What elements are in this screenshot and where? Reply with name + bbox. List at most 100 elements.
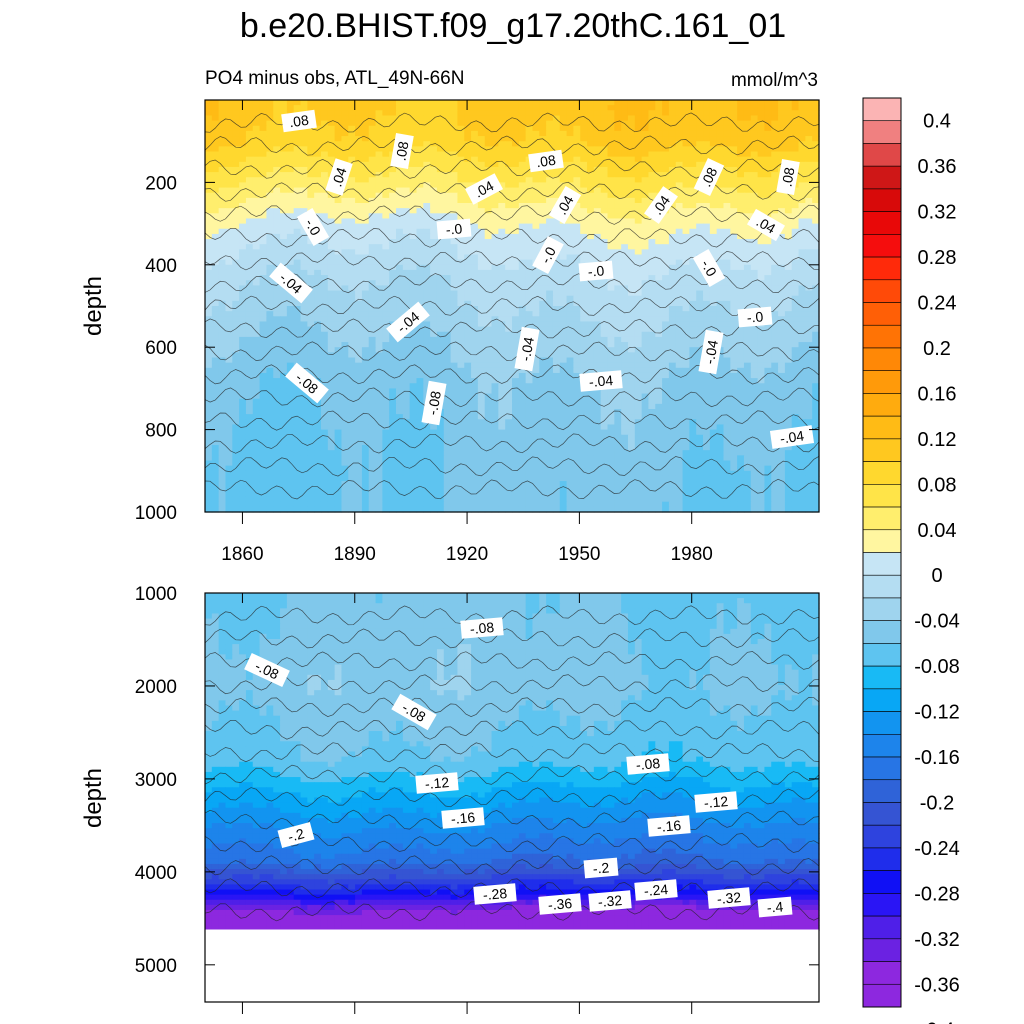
contour-cell [791, 110, 800, 117]
contour-cell [778, 367, 786, 374]
contour-cell [634, 336, 643, 343]
contour-cell [239, 259, 247, 266]
contour-cell [484, 136, 493, 142]
contour-cell [471, 141, 479, 147]
contour-cell [689, 233, 697, 240]
contour-cell [443, 383, 452, 389]
contour-cell [546, 233, 554, 240]
contour-cell [798, 249, 806, 256]
contour-cell [361, 383, 370, 389]
contour-cell [682, 372, 690, 379]
contour-cell [443, 321, 452, 328]
contour-cell [375, 156, 383, 163]
contour-cell [327, 120, 336, 127]
contour-cell [764, 115, 772, 122]
contour-cell [355, 105, 363, 111]
contour-cell [757, 331, 766, 338]
contour-cell [484, 275, 493, 281]
contour-cell [273, 130, 281, 137]
contour-cell [280, 311, 288, 317]
contour-cell [634, 120, 643, 127]
contour-cell [682, 203, 690, 209]
contour-cell [757, 130, 766, 137]
contour-cell [750, 372, 759, 379]
contour-cell [430, 285, 438, 292]
contour-cell [416, 342, 424, 348]
contour-cell [375, 316, 383, 323]
contour-cell [675, 172, 684, 178]
contour-cell [675, 100, 684, 106]
contour-cell [471, 254, 479, 261]
contour-cell [245, 100, 254, 106]
contour-cell [314, 280, 322, 286]
contour-cell [648, 300, 656, 307]
contour-cell [812, 120, 820, 127]
contour-cell [798, 146, 806, 153]
contour-cell [280, 233, 288, 240]
contour-cell [348, 342, 356, 348]
contour-cell [477, 166, 486, 173]
contour-cell [573, 249, 581, 256]
contour-cell [382, 331, 390, 338]
contour-cell [682, 362, 690, 369]
contour-cell [505, 156, 513, 163]
contour-cell [627, 321, 636, 328]
contour-cell [361, 362, 370, 369]
contour-cell [361, 120, 370, 127]
contour-cell [566, 151, 574, 158]
contour-cell [218, 156, 227, 163]
contour-cell [621, 321, 629, 328]
contour-cell [423, 362, 431, 369]
contour-cell [396, 285, 404, 292]
contour-cell [784, 290, 793, 297]
contour-cell [505, 311, 513, 317]
contour-cell [273, 110, 281, 117]
contour-cell [743, 362, 752, 369]
contour-cell [443, 264, 452, 271]
contour-cell [436, 347, 445, 353]
contour-cell [211, 115, 220, 122]
contour-cell [778, 352, 786, 359]
contour-cell [600, 151, 609, 158]
contour-cell [621, 197, 629, 204]
contour-cell [273, 136, 281, 142]
contour-cell [484, 203, 493, 209]
contour-cell [805, 130, 813, 137]
contour-cell [600, 223, 609, 230]
contour-cell [225, 259, 233, 266]
contour-cell [614, 213, 622, 220]
contour-cell [778, 280, 786, 286]
contour-cell [355, 187, 363, 194]
contour-cell [239, 125, 247, 132]
contour-cell [259, 311, 267, 317]
contour-cell [587, 228, 595, 235]
contour-cell [355, 146, 363, 153]
contour-cell [634, 285, 643, 292]
contour-cell [505, 208, 513, 214]
contour-cell [689, 177, 697, 183]
contour-cell [341, 223, 349, 230]
contour-cell [668, 290, 677, 297]
contour-cell [771, 125, 779, 132]
contour-cell [396, 269, 404, 276]
contour-cell [709, 125, 718, 132]
contour-cell [655, 166, 663, 173]
contour-cell [389, 208, 397, 214]
contour-cell [757, 239, 766, 245]
contour-cell [232, 223, 240, 230]
contour-cell [348, 300, 356, 307]
contour-cell [580, 203, 588, 209]
contour-cell [409, 141, 418, 147]
contour-cell [471, 218, 479, 225]
contour-cell [300, 177, 308, 183]
contour-cell [205, 141, 213, 147]
contour-cell [368, 290, 377, 297]
contour-cell [573, 156, 581, 163]
contour-cell [327, 275, 336, 281]
contour-cell [423, 280, 431, 286]
contour-cell [805, 177, 813, 183]
contour-cell [627, 352, 636, 359]
contour-cell [580, 290, 588, 297]
contour-cell [798, 223, 806, 230]
contour-cell [784, 151, 793, 158]
